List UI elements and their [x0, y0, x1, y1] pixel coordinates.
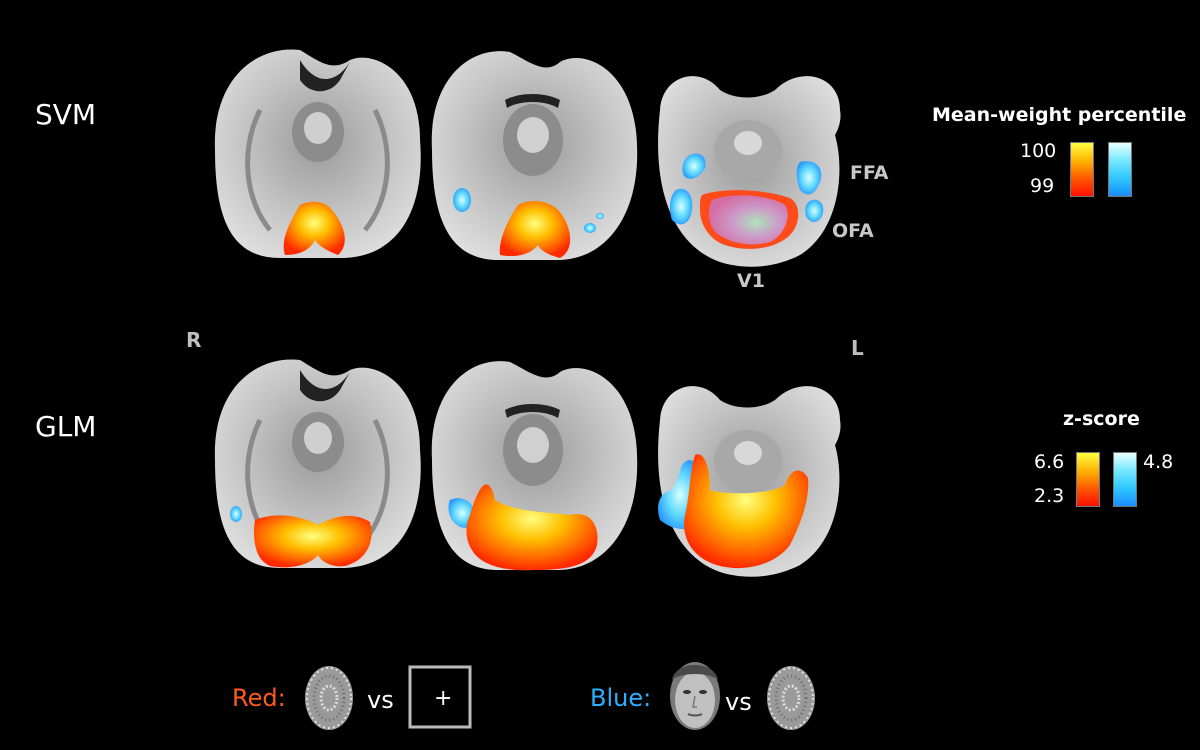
noise-image-red [305, 666, 353, 730]
svm-slice-3-blue-ffa-right [669, 188, 693, 225]
svm-slice-3 [658, 76, 841, 267]
glm-legend-warm-min: 2.3 [1034, 485, 1065, 507]
glm-row-label: GLM [35, 410, 97, 443]
glm-slice-3-red-cluster [684, 454, 809, 569]
roi-label-v1: V1 [737, 270, 765, 292]
noise-image-blue [767, 666, 815, 730]
red-vs-label: vs [367, 686, 394, 714]
glm-slice-1-red-cluster [253, 515, 372, 568]
glm-warm-colorbar [1076, 452, 1100, 507]
right-hemisphere-label: R [186, 328, 202, 352]
glm-legend-title: z-score [1063, 408, 1140, 430]
glm-legend-warm-max: 6.6 [1034, 451, 1065, 473]
red-condition-label: Red: [232, 684, 286, 712]
blue-vs-label: vs [725, 688, 752, 716]
roi-label-ofa: OFA [832, 220, 874, 242]
glm-slice-1 [214, 359, 421, 568]
glm-slice-3 [658, 386, 841, 577]
svm-slice-2-red-cluster [499, 200, 571, 258]
svm-legend-min: 99 [1030, 175, 1055, 197]
glm-cool-colorbar [1113, 452, 1137, 507]
glm-legend-cool-max: 4.8 [1143, 451, 1174, 473]
svm-slice-3-blue-ffa-left [796, 161, 822, 195]
face-image-blue [670, 662, 720, 730]
svm-cool-colorbar [1108, 142, 1132, 197]
svm-slice-1 [214, 49, 421, 258]
svm-warm-colorbar [1070, 142, 1094, 197]
glm-slice-2 [431, 361, 638, 571]
fixation-cross: + [434, 686, 453, 711]
svm-slice-2-blue-spot-right [453, 188, 471, 212]
svm-legend-title: Mean-weight percentile [932, 104, 1187, 126]
roi-label-ffa: FFA [850, 162, 889, 184]
blue-condition-label: Blue: [590, 684, 652, 712]
svm-legend-max: 100 [1020, 140, 1057, 162]
svm-slice-1-red-cluster [283, 201, 345, 255]
fixation-box [408, 665, 472, 729]
svm-row-label: SVM [35, 98, 97, 131]
glm-slice-2-red-cluster [466, 484, 598, 571]
svm-slice-2 [431, 51, 638, 260]
svm-slice-3-overlap-v1 [708, 195, 788, 245]
left-hemisphere-label: L [851, 336, 864, 360]
